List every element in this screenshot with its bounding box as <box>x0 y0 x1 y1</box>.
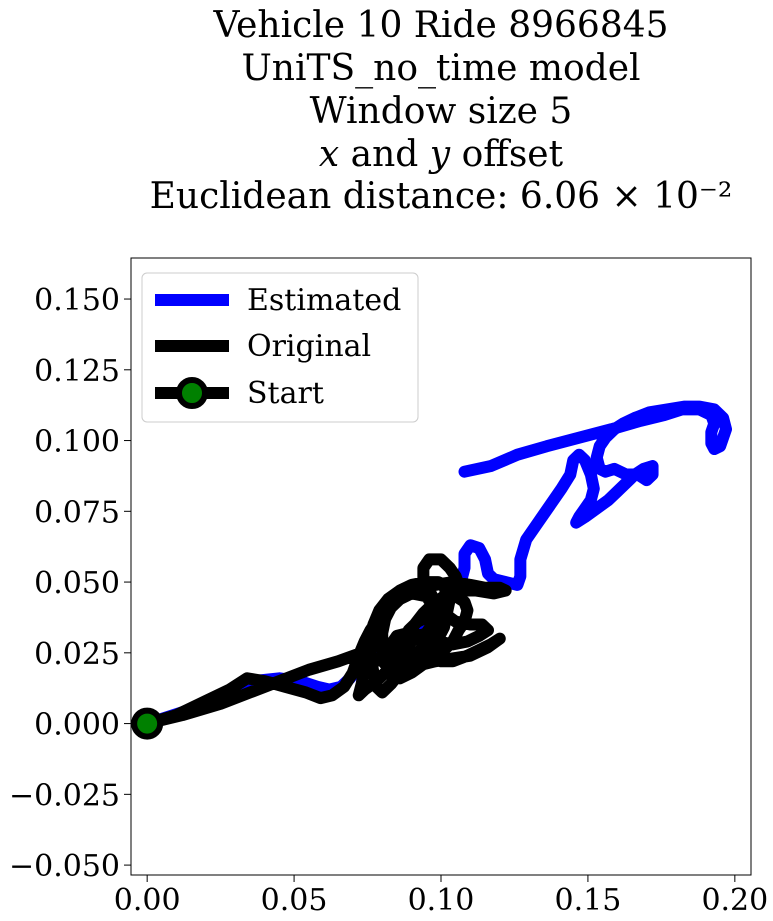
y-tick-label: 0.075 <box>34 495 120 530</box>
y-tick-label: 0.050 <box>34 566 120 601</box>
y-tick-label: 0.100 <box>34 425 120 460</box>
series-layer <box>141 400 733 730</box>
series-line-original <box>141 553 512 730</box>
x-tick-label: 0.15 <box>555 883 622 918</box>
title-line-3: Window size 5 <box>310 91 573 132</box>
x-tick-label: 0.05 <box>261 883 328 918</box>
chart-title: Vehicle 10 Ride 8966845 UniTS_no_time mo… <box>150 5 733 217</box>
legend-marker-start <box>176 377 208 409</box>
start-point-marker <box>131 707 164 740</box>
x-tick-label: 0.00 <box>114 883 181 918</box>
title-line-5: Euclidean distance: 6.06 × 10⁻² <box>150 176 733 217</box>
y-tick-label: −0.050 <box>9 849 120 884</box>
y-axis: −0.050 −0.025 0.000 0.025 0.050 0.075 0.100 0.1… <box>9 283 131 884</box>
legend-label-original: Original <box>247 329 371 364</box>
x-axis: 0.00 0.05 0.10 0.15 0.20 <box>114 875 768 918</box>
title-line-2: UniTS_no_time model <box>241 48 640 89</box>
y-tick-label: −0.025 <box>9 778 120 813</box>
x-tick-label: 0.20 <box>701 883 768 918</box>
y-tick-label: 0.150 <box>34 283 120 318</box>
legend-label-estimated: Estimated <box>247 283 401 318</box>
y-tick-label: 0.000 <box>34 708 120 743</box>
title-line-4: 𝑥 and 𝑦 offset <box>319 134 564 175</box>
x-tick-label: 0.10 <box>408 883 475 918</box>
y-tick-label: 0.025 <box>34 637 120 672</box>
legend: Estimated Original Start <box>141 272 419 423</box>
marker-layer <box>131 707 164 740</box>
title-line-1: Vehicle 10 Ride 8966845 <box>212 5 668 46</box>
y-tick-label: 0.125 <box>34 354 120 389</box>
legend-label-start: Start <box>247 376 324 411</box>
legend-frame <box>141 272 419 423</box>
